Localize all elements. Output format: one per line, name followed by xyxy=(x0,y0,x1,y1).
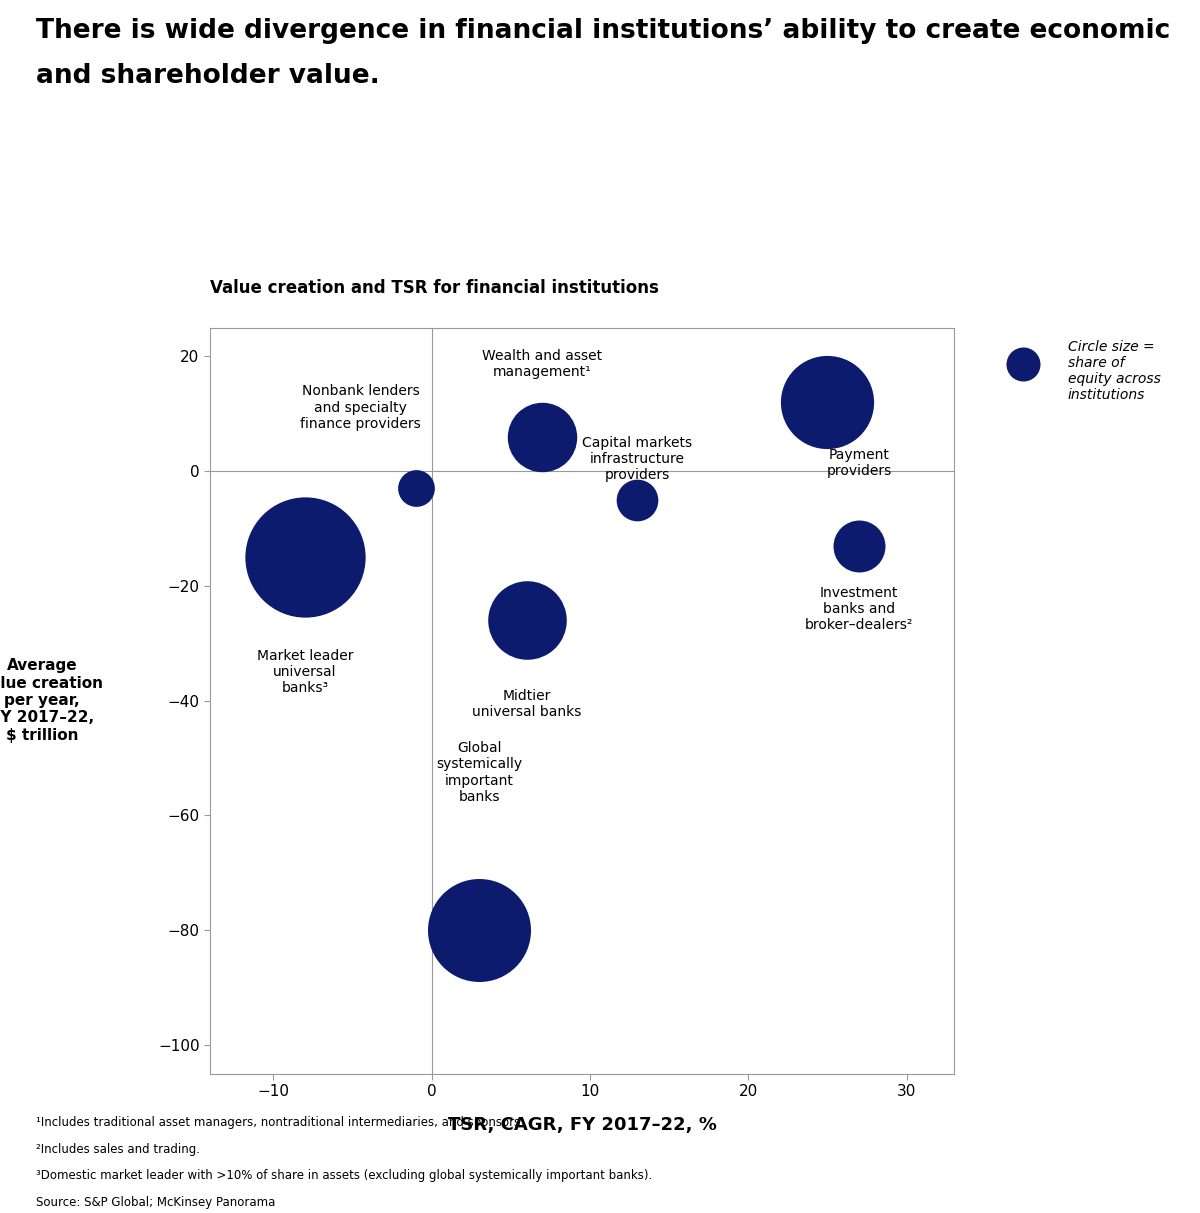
Point xyxy=(469,921,488,940)
Point xyxy=(850,536,869,556)
Text: ²Includes sales and trading.: ²Includes sales and trading. xyxy=(36,1143,200,1156)
Text: There is wide divergence in financial institutions’ ability to create economic: There is wide divergence in financial in… xyxy=(36,18,1170,44)
Text: ³Domestic market leader with >10% of share in assets (excluding global systemica: ³Domestic market leader with >10% of sha… xyxy=(36,1169,653,1183)
Point xyxy=(517,610,536,630)
Text: Payment
providers: Payment providers xyxy=(827,448,892,478)
Point xyxy=(533,427,552,446)
Point xyxy=(817,393,836,412)
Text: Value creation and TSR for financial institutions: Value creation and TSR for financial ins… xyxy=(210,279,659,297)
Point xyxy=(1013,354,1032,374)
Text: Market leader
universal
banks³: Market leader universal banks³ xyxy=(257,649,353,695)
Point xyxy=(295,547,314,566)
Text: Average
value creation
per year,
FY 2017–22,
$ trillion: Average value creation per year, FY 2017… xyxy=(0,659,103,742)
Text: Investment
banks and
broker–dealers²: Investment banks and broker–dealers² xyxy=(805,586,913,632)
Text: Circle size =
share of
equity across
institutions: Circle size = share of equity across ins… xyxy=(1068,340,1160,403)
Text: Source: S&P Global; McKinsey Panorama: Source: S&P Global; McKinsey Panorama xyxy=(36,1196,275,1209)
Text: ¹Includes traditional asset managers, nontraditional intermediaries, and sponsor: ¹Includes traditional asset managers, no… xyxy=(36,1116,524,1129)
Point xyxy=(406,478,425,497)
Text: Capital markets
infrastructure
providers: Capital markets infrastructure providers xyxy=(582,435,692,483)
Text: Global
systemically
important
banks: Global systemically important banks xyxy=(436,741,522,804)
Text: Wealth and asset
management¹: Wealth and asset management¹ xyxy=(482,349,602,380)
Text: Nonbank lenders
and specialty
finance providers: Nonbank lenders and specialty finance pr… xyxy=(300,385,421,431)
Text: and shareholder value.: and shareholder value. xyxy=(36,63,379,89)
X-axis label: TSR, CAGR, FY 2017–22, %: TSR, CAGR, FY 2017–22, % xyxy=(448,1116,716,1134)
Point xyxy=(628,490,647,509)
Text: Midtier
universal banks: Midtier universal banks xyxy=(472,689,581,719)
